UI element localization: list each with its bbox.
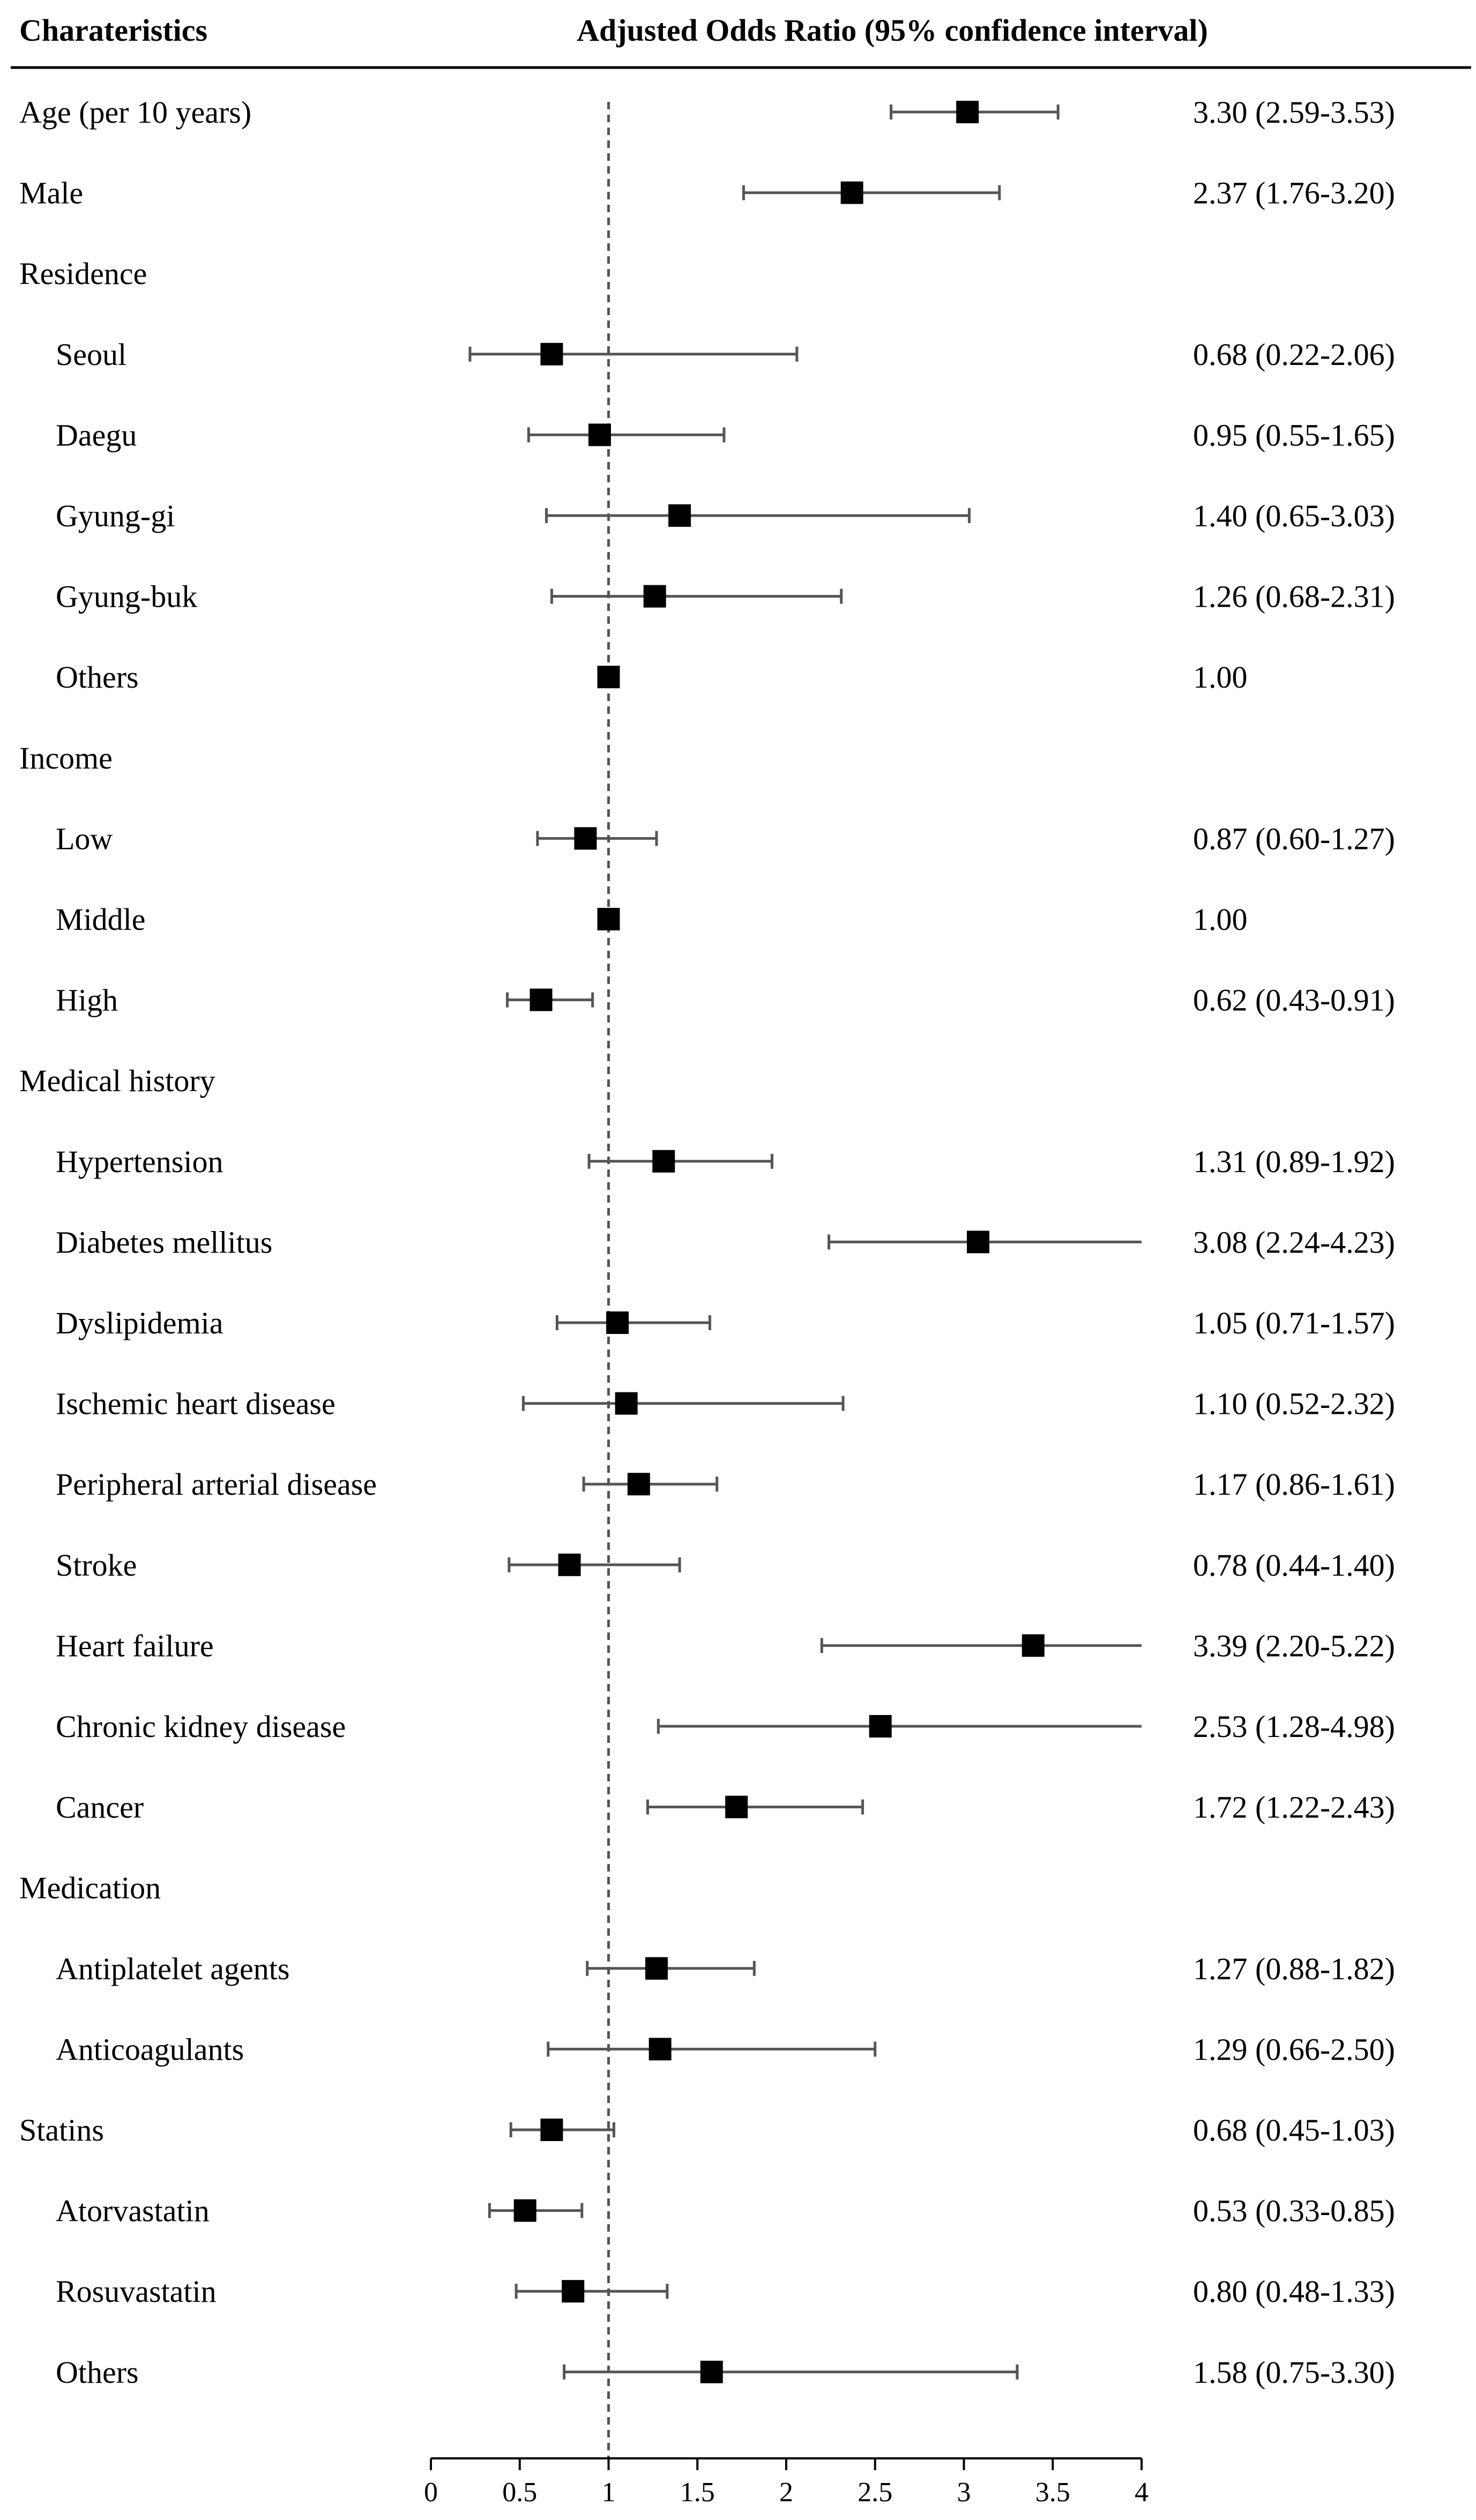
row-label: Peripheral arterial disease xyxy=(56,1467,377,1502)
or-point xyxy=(840,181,863,204)
x-tick-label: 0 xyxy=(424,2477,438,2508)
or-ci-text: 1.17 (0.86-1.61) xyxy=(1193,1467,1395,1502)
row-label: Middle xyxy=(56,902,146,937)
or-ci-text: 1.27 (0.88-1.82) xyxy=(1193,1951,1395,1986)
plot-area: Age (per 10 years) 3.30 (2.59-3.53) Male 2.… xyxy=(19,95,1395,2508)
or-point xyxy=(869,1715,892,1738)
or-point xyxy=(967,1231,990,1254)
row-label: Gyung-buk xyxy=(56,579,197,614)
row-label: Chronic kidney disease xyxy=(56,1709,346,1744)
or-ci-text: 0.95 (0.55-1.65) xyxy=(1193,417,1395,452)
row-label: Medical history xyxy=(19,1063,215,1098)
row-label: Antiplatelet agents xyxy=(56,1951,289,1986)
row-label: Diabetes mellitus xyxy=(56,1225,272,1259)
header-measure: Adjusted Odds Ratio (95% confidence inte… xyxy=(577,13,1208,48)
or-ci-text: 1.72 (1.22-2.43) xyxy=(1193,1790,1395,1825)
row-label: Residence xyxy=(19,256,147,291)
row-label: Seoul xyxy=(56,337,126,372)
or-point xyxy=(645,1957,668,1980)
or-point xyxy=(700,2360,723,2383)
row-label: Daegu xyxy=(56,417,137,452)
row-label: Anticoagulants xyxy=(56,2032,244,2067)
row-label: High xyxy=(56,983,118,1018)
row-label: Rosuvastatin xyxy=(56,2274,217,2309)
or-point xyxy=(530,988,553,1011)
or-point xyxy=(597,908,620,930)
or-ci-text: 1.00 xyxy=(1193,660,1248,695)
or-ci-text: 1.10 (0.52-2.32) xyxy=(1193,1386,1395,1421)
or-ci-text: 2.53 (1.28-4.98) xyxy=(1193,1709,1395,1744)
row-label: Income xyxy=(19,741,113,776)
row-label: Stroke xyxy=(56,1548,137,1583)
row-label: Hypertension xyxy=(56,1144,223,1179)
row-label: Others xyxy=(56,660,139,695)
or-point xyxy=(588,423,611,446)
or-point xyxy=(627,1473,650,1496)
or-point xyxy=(574,827,597,850)
row-label: Cancer xyxy=(56,1790,144,1825)
or-point xyxy=(562,2280,585,2303)
or-ci-text: 0.80 (0.48-1.33) xyxy=(1193,2274,1395,2309)
or-point xyxy=(725,1795,748,1818)
or-ci-text: 0.62 (0.43-0.91) xyxy=(1193,983,1395,1018)
or-point xyxy=(1022,1634,1045,1657)
or-ci-text: 1.31 (0.89-1.92) xyxy=(1193,1144,1395,1179)
or-point xyxy=(558,1553,581,1576)
x-tick-label: 1 xyxy=(602,2477,616,2508)
or-ci-text: 3.08 (2.24-4.23) xyxy=(1193,1225,1395,1259)
or-point xyxy=(652,1150,675,1173)
row-label: Others xyxy=(56,2355,139,2390)
row-label: Medication xyxy=(19,1870,161,1905)
or-ci-text: 0.78 (0.44-1.40) xyxy=(1193,1548,1395,1583)
x-tick-label: 0.5 xyxy=(502,2477,537,2508)
row-label: Age (per 10 years) xyxy=(19,95,251,130)
or-ci-text: 0.53 (0.33-0.85) xyxy=(1193,2194,1395,2228)
or-ci-text: 3.39 (2.20-5.22) xyxy=(1193,1628,1395,1663)
or-point xyxy=(648,2038,672,2061)
row-label: Statins xyxy=(19,2113,104,2148)
x-tick-label: 4 xyxy=(1135,2477,1149,2508)
row-label: Atorvastatin xyxy=(56,2194,210,2228)
x-tick-label: 3 xyxy=(957,2477,971,2508)
row-label: Gyung-gi xyxy=(56,498,175,533)
or-point xyxy=(540,342,563,366)
or-ci-text: 3.30 (2.59-3.53) xyxy=(1193,95,1395,130)
or-point xyxy=(668,504,691,527)
row-label: Dyslipidemia xyxy=(56,1306,223,1340)
or-ci-text: 0.87 (0.60-1.27) xyxy=(1193,821,1395,856)
or-point xyxy=(615,1392,638,1415)
x-tick-label: 2.5 xyxy=(858,2477,892,2508)
or-ci-text: 1.58 (0.75-3.30) xyxy=(1193,2355,1395,2390)
or-ci-text: 2.37 (1.76-3.20) xyxy=(1193,176,1395,211)
or-ci-text: 1.00 xyxy=(1193,902,1248,937)
row-label: Ischemic heart disease xyxy=(56,1386,336,1421)
or-point xyxy=(643,585,666,608)
or-point xyxy=(513,2199,536,2222)
row-label: Male xyxy=(19,176,83,211)
or-ci-text: 1.29 (0.66-2.50) xyxy=(1193,2032,1395,2067)
or-point xyxy=(597,666,620,689)
or-point xyxy=(540,2119,563,2141)
or-point xyxy=(606,1311,629,1334)
row-label: Heart failure xyxy=(56,1628,214,1663)
x-tick-label: 2 xyxy=(779,2477,793,2508)
or-ci-text: 1.40 (0.65-3.03) xyxy=(1193,498,1395,533)
or-ci-text: 1.05 (0.71-1.57) xyxy=(1193,1306,1395,1340)
or-point xyxy=(956,101,979,123)
or-ci-text: 0.68 (0.45-1.03) xyxy=(1193,2113,1395,2148)
header-characteristics: Charateristics xyxy=(19,13,207,48)
row-label: Low xyxy=(56,821,113,856)
or-ci-text: 1.26 (0.68-2.31) xyxy=(1193,579,1395,614)
or-ci-text: 0.68 (0.22-2.06) xyxy=(1193,337,1395,372)
x-tick-label: 3.5 xyxy=(1035,2477,1070,2508)
x-tick-label: 1.5 xyxy=(680,2477,715,2508)
